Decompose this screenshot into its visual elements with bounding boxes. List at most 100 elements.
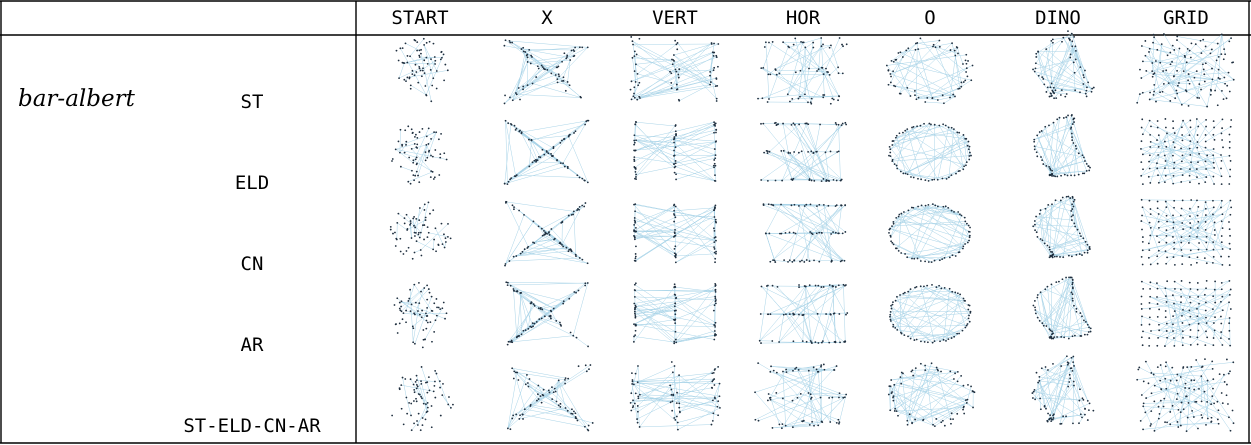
- graph-node: [1230, 119, 1233, 121]
- graph-node: [841, 72, 844, 75]
- graph-node: [1062, 415, 1065, 418]
- graph-nodes: [888, 122, 972, 182]
- graph-node: [1033, 138, 1036, 141]
- graph-node: [432, 209, 435, 212]
- graph-node: [404, 42, 407, 45]
- graph-node: [554, 237, 556, 240]
- graph-node: [1194, 43, 1197, 46]
- graph-node: [400, 310, 403, 313]
- graph-edge: [1180, 289, 1208, 338]
- graph-edge: [1142, 215, 1174, 223]
- graph-node: [542, 67, 545, 70]
- graph-node: [424, 159, 427, 162]
- graph-edge: [633, 384, 678, 423]
- graph-node: [670, 388, 673, 391]
- graph-node: [631, 56, 634, 59]
- graph-node: [1071, 335, 1074, 338]
- graph-node: [412, 217, 415, 220]
- graph-node: [1073, 35, 1076, 38]
- graph-node: [924, 101, 927, 103]
- graph-node: [562, 76, 565, 79]
- graph-node: [1148, 167, 1151, 170]
- graph-node: [963, 412, 966, 415]
- graph-node: [710, 386, 713, 389]
- graph-edge: [1035, 309, 1082, 337]
- graph-node: [412, 159, 415, 162]
- graph-node: [1220, 33, 1223, 36]
- graph-node: [1197, 427, 1199, 430]
- graph-node: [1053, 97, 1055, 100]
- graph-node: [529, 325, 532, 328]
- graph-edge: [1049, 238, 1084, 248]
- graph-node: [1179, 411, 1182, 414]
- graph-node: [591, 422, 594, 424]
- graph-node: [916, 257, 919, 260]
- graph-edge: [397, 222, 408, 231]
- graph-nodes: [889, 283, 972, 344]
- graph-node: [769, 313, 772, 316]
- graph-node: [1071, 279, 1074, 281]
- graph-node: [516, 371, 519, 374]
- graph-node: [715, 221, 717, 224]
- graph-node: [912, 176, 915, 179]
- graph-node: [434, 59, 437, 62]
- graph-edge: [637, 365, 675, 383]
- graph-node: [633, 92, 635, 95]
- graph-node: [1033, 220, 1036, 222]
- graph-node: [634, 329, 637, 332]
- graph-edge: [792, 425, 815, 428]
- graph-edge: [1156, 227, 1174, 237]
- graph-node: [543, 229, 545, 232]
- graph-edge: [635, 306, 676, 340]
- graph-edge: [890, 312, 971, 320]
- graph-node: [635, 53, 638, 56]
- graph-edge: [551, 228, 571, 250]
- graph-node: [581, 46, 584, 49]
- graph-edge: [634, 308, 676, 332]
- graph-edge: [1197, 214, 1207, 229]
- graph-edge: [908, 333, 960, 337]
- graph-edge: [939, 125, 964, 170]
- graph-edge: [1053, 46, 1076, 93]
- graph-node: [831, 97, 834, 100]
- graph-node: [425, 381, 427, 384]
- graph-node: [1214, 316, 1216, 319]
- graph-node: [1166, 132, 1168, 135]
- graph-node: [435, 250, 437, 253]
- graph-node: [822, 73, 825, 76]
- graph-node: [1184, 387, 1187, 389]
- graph-node: [821, 340, 824, 343]
- graph-node: [1081, 172, 1084, 175]
- graph-node: [899, 170, 902, 173]
- graph-node: [958, 131, 961, 134]
- graph-node: [567, 250, 570, 253]
- graph-node: [421, 127, 424, 130]
- graph-node: [1056, 175, 1059, 178]
- graph-node: [840, 124, 843, 127]
- graph-node: [889, 81, 892, 84]
- graph-edge: [712, 396, 720, 401]
- graph-node: [1147, 242, 1150, 245]
- graph-edge: [770, 313, 835, 315]
- graph-edge: [516, 292, 522, 338]
- graph-edge: [780, 204, 845, 261]
- graph-edge: [810, 71, 829, 103]
- graph-edge: [1196, 308, 1223, 346]
- graph-node: [401, 143, 403, 146]
- graph-node: [1034, 312, 1037, 315]
- graph-node: [967, 308, 970, 311]
- graph-node: [673, 214, 676, 217]
- graph-edge: [674, 235, 716, 241]
- graph-thumbnail: [758, 283, 849, 345]
- graph-edge: [634, 122, 637, 143]
- graph-nodes: [629, 36, 720, 102]
- graph-node: [710, 423, 713, 426]
- graph-node: [768, 41, 770, 44]
- graph-thumbnail: [1032, 195, 1091, 259]
- graph-edge: [899, 43, 953, 94]
- graph-node: [894, 407, 897, 410]
- graph-node: [822, 363, 825, 366]
- graph-node: [1179, 168, 1182, 170]
- graph-node: [574, 46, 577, 49]
- graph-edge: [635, 124, 676, 175]
